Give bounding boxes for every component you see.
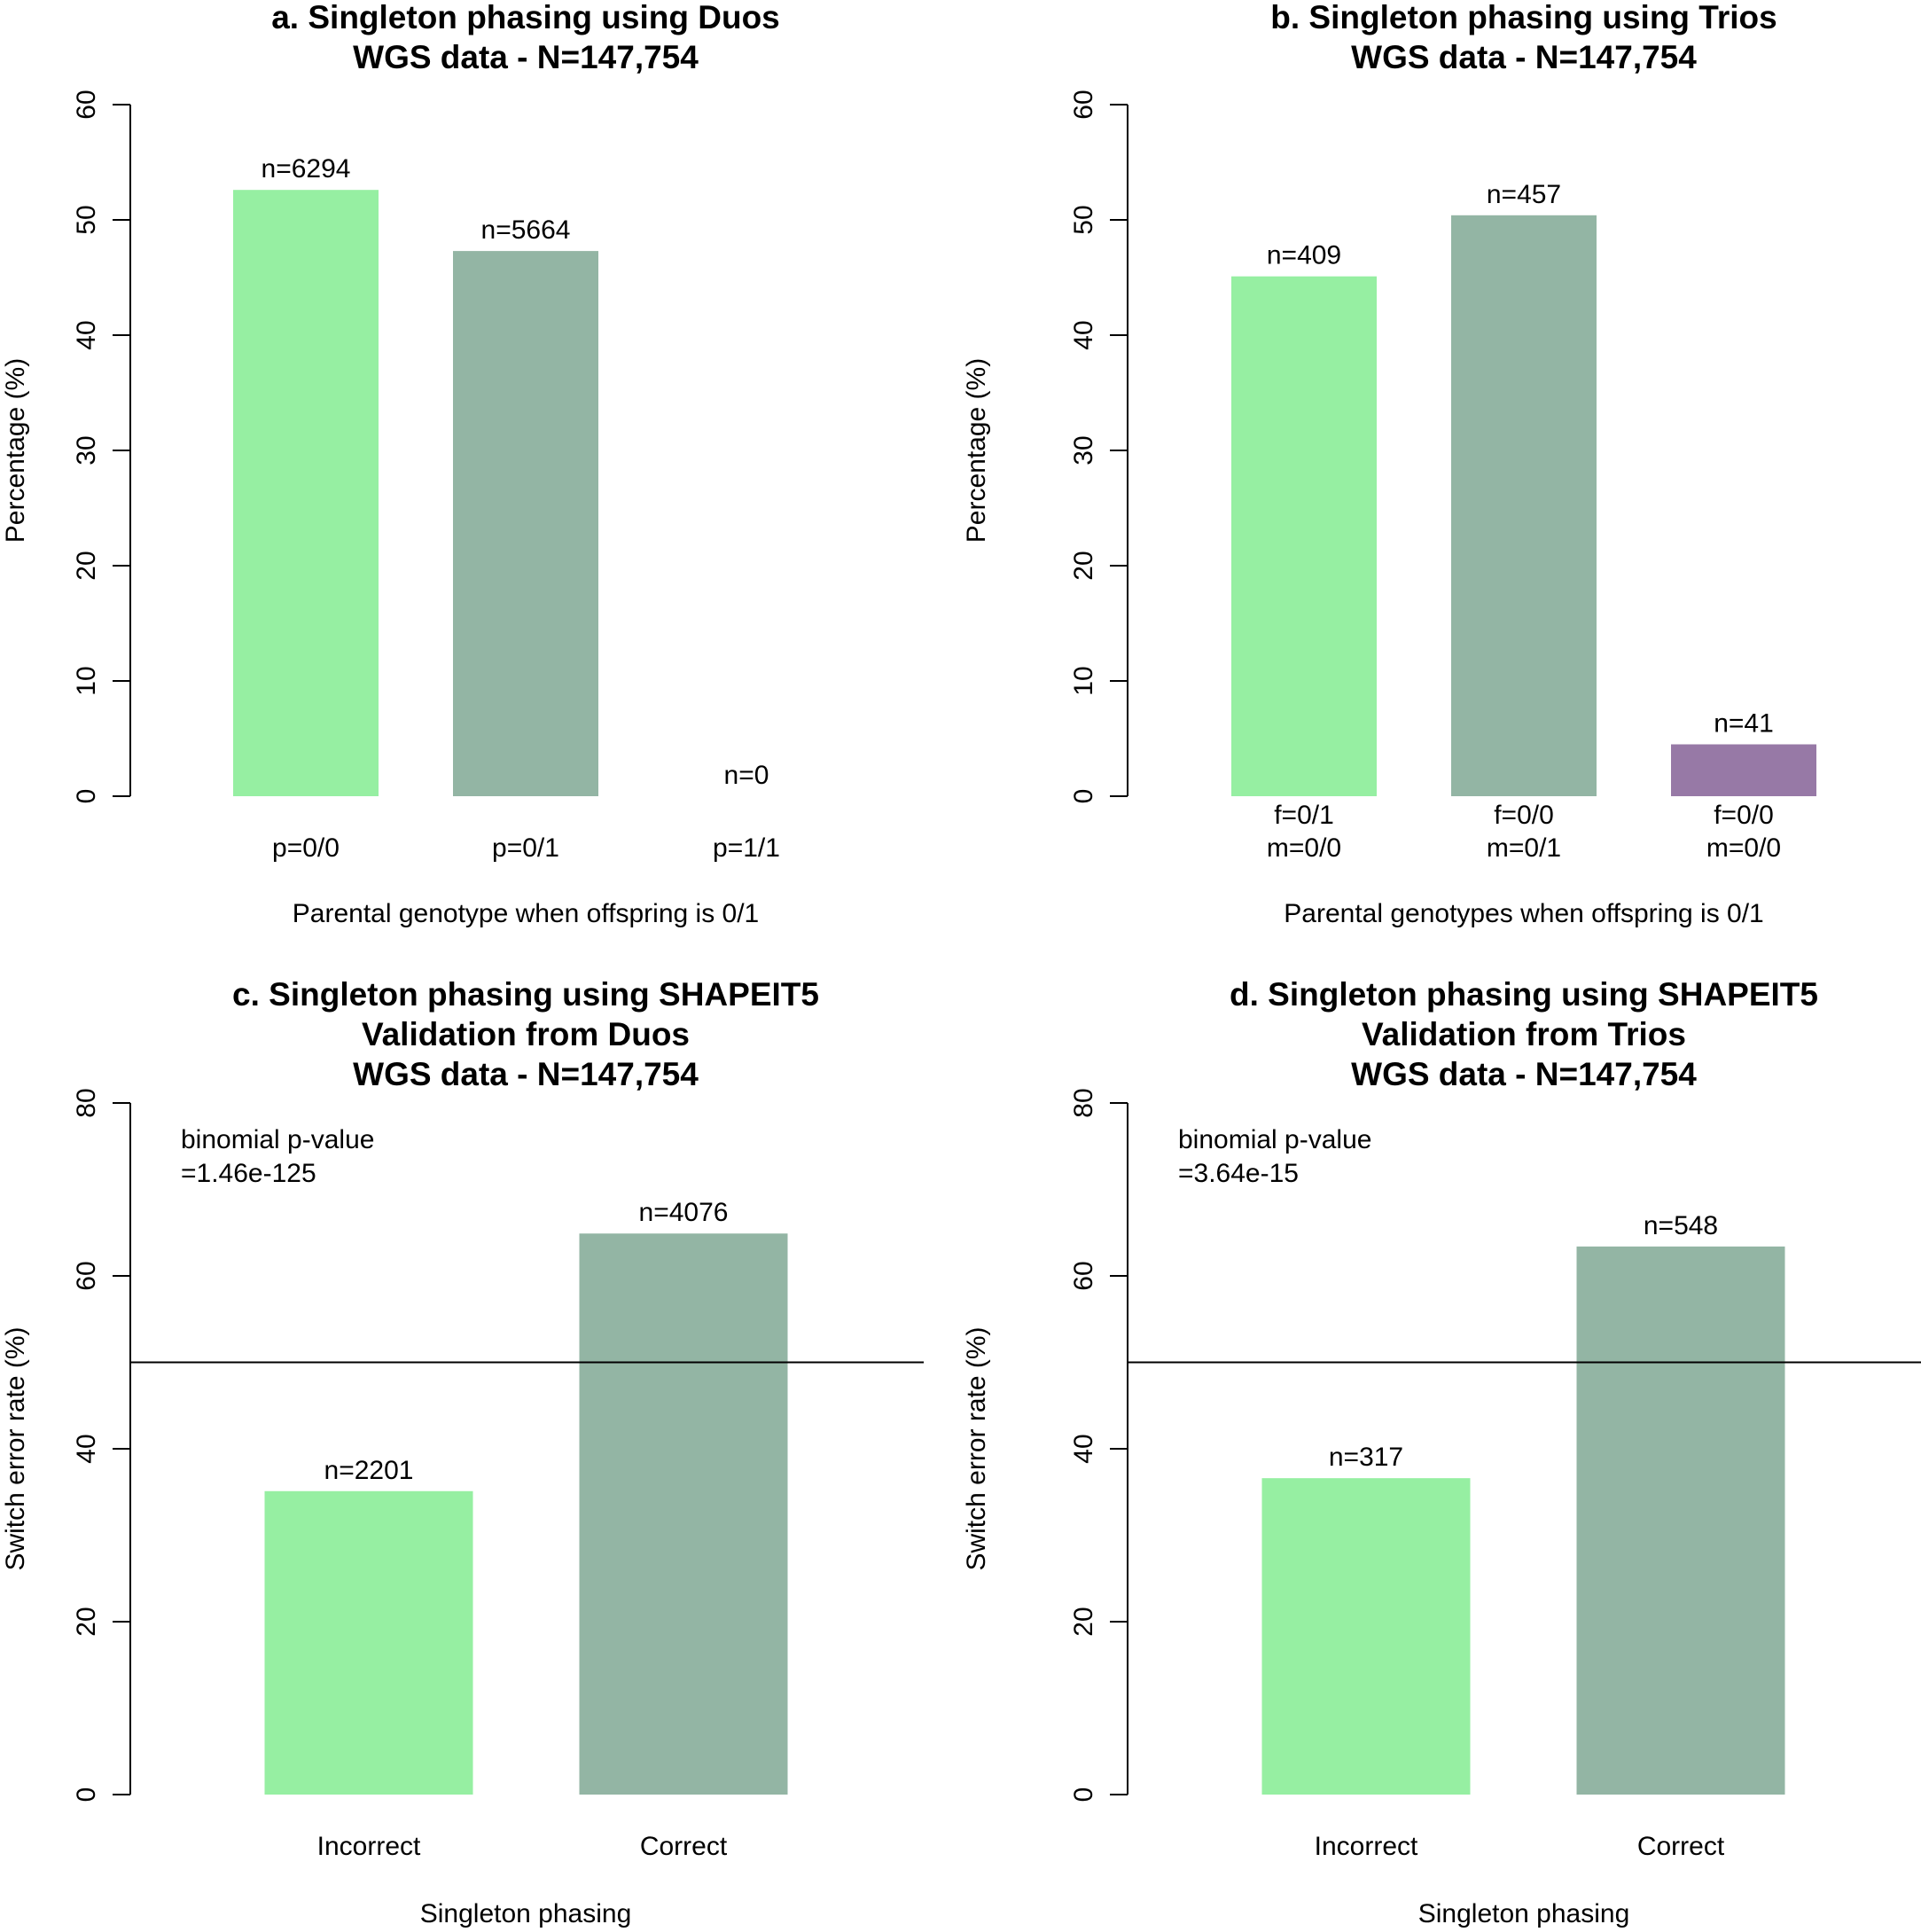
y-tick-label: 40 [72, 1434, 101, 1463]
y-axis-label: Percentage (%) [1, 358, 30, 543]
y-axis-label: Switch error rate (%) [962, 1326, 991, 1570]
x-category-label: Correct [640, 1832, 728, 1861]
x-category-label: m=0/1 [1487, 833, 1561, 863]
bar-count-label: n=5664 [481, 215, 571, 245]
bar-count-label: n=317 [1329, 1443, 1403, 1472]
panel-b: b. Singleton phasing using Trios WGS data… [962, 0, 1816, 928]
panel-title: b. Singleton phasing using Trios [1270, 0, 1777, 35]
y-tick-label: 60 [72, 90, 101, 119]
panel-title: Validation from Duos [362, 1016, 690, 1052]
bar-count-label: n=0 [724, 761, 769, 790]
y-tick-label: 0 [1069, 1787, 1098, 1803]
x-category-label: f=0/0 [1714, 801, 1774, 830]
x-category-label: m=0/0 [1706, 833, 1781, 863]
panel-title: WGS data - N=147,754 [353, 39, 699, 75]
bar [1261, 1478, 1471, 1795]
bar [1576, 1246, 1785, 1795]
y-tick-label: 0 [1069, 789, 1098, 804]
bar [233, 190, 379, 796]
bar [579, 1233, 788, 1795]
y-tick-label: 0 [72, 1787, 101, 1803]
p-value-annotation: binomial p-value [1178, 1125, 1371, 1154]
p-value-annotation: =3.64e-15 [1178, 1159, 1299, 1188]
panel-title: WGS data - N=147,754 [353, 1056, 699, 1092]
y-tick-label: 20 [72, 1607, 101, 1636]
bar-count-label: n=6294 [262, 154, 351, 184]
y-tick-label: 0 [72, 789, 101, 804]
y-axis-label: Percentage (%) [962, 358, 991, 543]
panel-title: Validation from Trios [1362, 1016, 1686, 1052]
panel-title: a. Singleton phasing using Duos [271, 0, 780, 35]
bar [1231, 276, 1377, 796]
y-tick-label: 50 [72, 205, 101, 234]
x-axis-label: Parental genotypes when offspring is 0/1 [1284, 899, 1763, 928]
bar [1671, 744, 1816, 796]
p-value-annotation: binomial p-value [181, 1125, 374, 1154]
bar-count-label: n=548 [1644, 1211, 1718, 1240]
bar [1451, 215, 1597, 797]
panel-title: WGS data - N=147,754 [1351, 1056, 1697, 1092]
y-tick-label: 30 [72, 435, 101, 465]
y-tick-label: 20 [72, 551, 101, 580]
y-tick-label: 80 [1069, 1088, 1098, 1117]
x-category-label: Incorrect [317, 1832, 421, 1861]
x-category-label: f=0/0 [1494, 801, 1554, 830]
y-tick-label: 60 [72, 1261, 101, 1290]
x-category-label: f=0/1 [1274, 801, 1334, 830]
bar [453, 251, 598, 797]
bar-count-label: n=409 [1267, 241, 1341, 270]
x-category-label: m=0/0 [1267, 833, 1341, 863]
y-tick-label: 40 [72, 320, 101, 349]
y-axis-label: Switch error rate (%) [1, 1326, 30, 1570]
x-axis-label: Singleton phasing [1418, 1899, 1630, 1928]
x-category-label: p=1/1 [713, 833, 780, 863]
bar-count-label: n=2201 [324, 1456, 414, 1485]
panel-title: WGS data - N=147,754 [1351, 39, 1697, 75]
y-tick-label: 30 [1069, 435, 1098, 465]
y-tick-label: 10 [72, 666, 101, 695]
x-category-label: p=0/1 [492, 833, 559, 863]
y-tick-label: 50 [1069, 205, 1098, 234]
bar [264, 1490, 473, 1795]
p-value-annotation: =1.46e-125 [181, 1159, 316, 1188]
panel-a: a. Singleton phasing using Duos WGS data … [1, 0, 780, 928]
y-tick-label: 80 [72, 1088, 101, 1117]
x-axis-label: Singleton phasing [420, 1899, 632, 1928]
y-tick-label: 60 [1069, 1261, 1098, 1290]
bar-count-label: n=4076 [639, 1198, 729, 1227]
x-category-label: Incorrect [1315, 1832, 1418, 1861]
panel-title: c. Singleton phasing using SHAPEIT5 [232, 976, 819, 1013]
y-tick-label: 20 [1069, 551, 1098, 580]
bar-count-label: n=457 [1487, 180, 1561, 209]
panel-d: d. Singleton phasing using SHAPEIT5Valid… [962, 976, 1921, 1928]
x-category-label: Correct [1637, 1832, 1725, 1861]
y-tick-label: 40 [1069, 320, 1098, 349]
y-tick-label: 60 [1069, 90, 1098, 119]
panel-title: d. Singleton phasing using SHAPEIT5 [1230, 976, 1818, 1013]
bar-count-label: n=41 [1714, 709, 1774, 739]
y-tick-label: 40 [1069, 1434, 1098, 1463]
y-tick-label: 10 [1069, 666, 1098, 695]
y-tick-label: 20 [1069, 1607, 1098, 1636]
x-axis-label: Parental genotype when offspring is 0/1 [293, 899, 759, 928]
x-category-label: p=0/0 [272, 833, 340, 863]
panel-c: c. Singleton phasing using SHAPEIT5Valid… [1, 976, 924, 1928]
